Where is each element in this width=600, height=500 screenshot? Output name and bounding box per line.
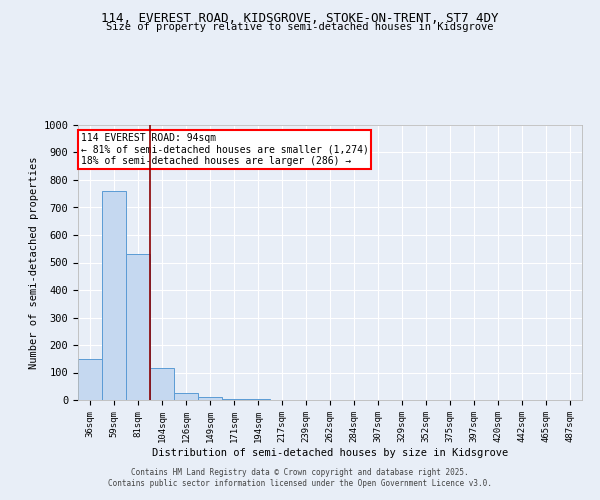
Bar [198,397,222,400]
Text: Contains HM Land Registry data © Crown copyright and database right 2025.
Contai: Contains HM Land Registry data © Crown c… [108,468,492,487]
Bar [102,191,126,400]
Text: 114, EVEREST ROAD, KIDSGROVE, STOKE-ON-TRENT, ST7 4DY: 114, EVEREST ROAD, KIDSGROVE, STOKE-ON-T… [101,12,499,26]
Bar [78,359,102,400]
Text: 114 EVEREST ROAD: 94sqm
← 81% of semi-detached houses are smaller (1,274)
18% of: 114 EVEREST ROAD: 94sqm ← 81% of semi-de… [80,133,368,166]
Y-axis label: Number of semi-detached properties: Number of semi-detached properties [29,156,39,369]
Bar [150,368,174,400]
Text: Size of property relative to semi-detached houses in Kidsgrove: Size of property relative to semi-detach… [106,22,494,32]
Bar [174,393,198,400]
X-axis label: Distribution of semi-detached houses by size in Kidsgrove: Distribution of semi-detached houses by … [152,448,508,458]
Bar [222,398,246,400]
Bar [126,254,150,400]
